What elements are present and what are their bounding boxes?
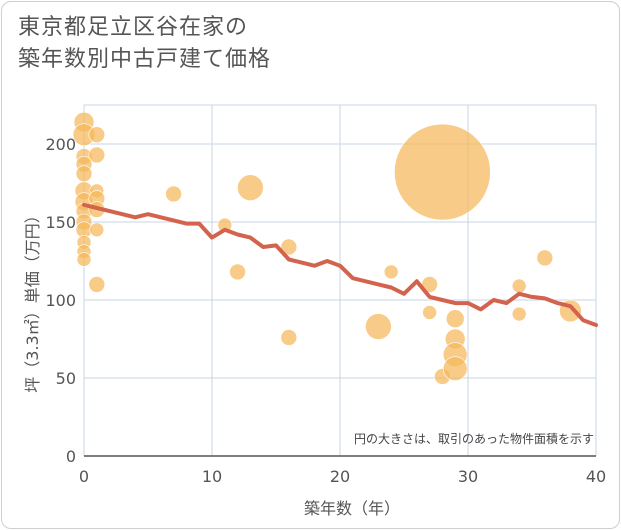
data-bubble [442,356,468,381]
data-bubble [280,329,298,346]
x-tick-label: 30 [458,467,478,486]
x-tick-label: 40 [586,467,606,486]
data-bubble [383,264,399,280]
data-bubble [511,306,527,322]
chart-title-line2: 築年数別中古戸建て価格 [18,47,272,72]
data-bubble [422,305,437,320]
data-bubble [536,249,554,267]
data-bubble [280,238,298,256]
y-tick-label: 50 [56,369,76,388]
y-tick-label: 100 [45,291,76,310]
data-bubble [511,278,527,294]
data-bubble [365,313,392,340]
chart-title: 東京都足立区谷在家の 築年数別中古戸建て価格 [18,12,271,76]
x-axis-title: 築年数（年） [304,499,400,518]
data-bubble [75,165,93,182]
data-bubble [88,126,106,143]
y-tick-label: 150 [45,213,76,232]
bubble-size-note: 円の大きさは、取引のあった物件面積を示す [354,431,594,446]
data-bubble [445,309,465,329]
data-bubble [394,123,491,221]
x-tick-label: 10 [202,467,222,486]
data-bubble [237,174,264,201]
average-line-series [82,202,598,327]
data-bubble [89,222,105,238]
y-tick-label: 0 [66,447,76,466]
axes: 0 10 20 30 40 0 50 100 150 200 [45,135,606,486]
data-bubble [88,146,106,164]
x-tick-label: 0 [79,467,89,486]
y-axis-title: 坪（3.3㎡）単価（万円） [23,207,42,392]
data-bubble [76,252,92,267]
average-price-line [82,202,598,327]
data-bubble [229,263,246,281]
x-tick-label: 20 [330,467,350,486]
chart-title-line1: 東京都足立区谷在家の [18,15,249,40]
data-bubble [88,276,106,293]
y-tick-label: 200 [45,135,76,154]
bubble-series [72,111,582,385]
data-bubble [165,185,182,203]
